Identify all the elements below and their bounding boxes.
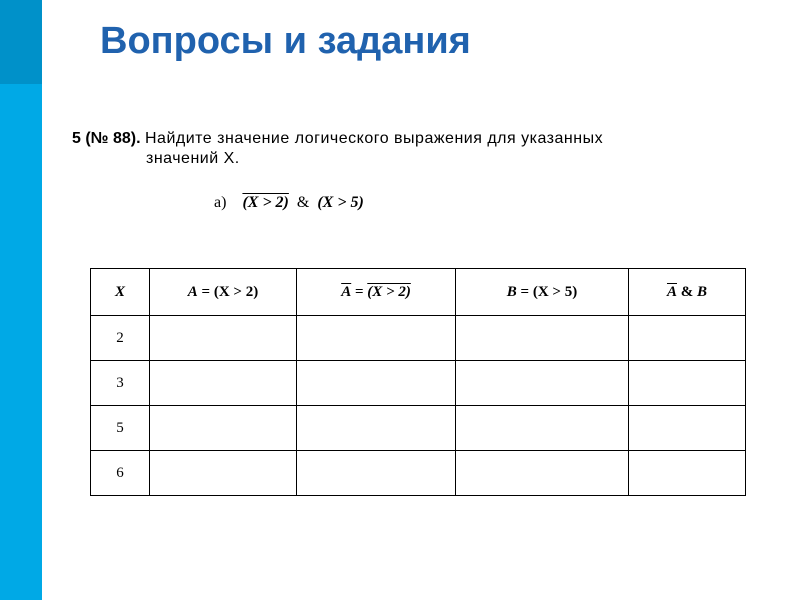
col-header-a: A = (X > 2) (150, 269, 297, 316)
cell-empty (150, 451, 297, 496)
cell-empty (629, 451, 746, 496)
accent-stripe-dark (0, 0, 42, 84)
task-number: 5 (№ 88). (72, 130, 141, 147)
cell-empty (150, 316, 297, 361)
task-text-line2: значений X. (146, 150, 752, 168)
cell-empty (297, 406, 456, 451)
cell-x: 6 (91, 451, 150, 496)
expr-amp: & (297, 194, 309, 211)
expr-overline: (X > 2) (242, 194, 288, 211)
accent-stripe (0, 0, 42, 600)
task-text-line1: Найдите значение логического выражения д… (145, 130, 603, 147)
cell-empty (629, 406, 746, 451)
table-row: 3 (91, 361, 746, 406)
cell-empty (297, 361, 456, 406)
cell-x: 5 (91, 406, 150, 451)
cell-empty (629, 316, 746, 361)
cell-empty (297, 451, 456, 496)
cell-empty (297, 316, 456, 361)
cell-empty (456, 361, 629, 406)
expr-label: a) (214, 194, 226, 211)
table-row: 5 (91, 406, 746, 451)
col-header-not-a: A = (X > 2) (297, 269, 456, 316)
cell-empty (150, 406, 297, 451)
table-row: 6 (91, 451, 746, 496)
cell-x: 2 (91, 316, 150, 361)
col-header-b: B = (X > 5) (456, 269, 629, 316)
col-header-x: X (91, 269, 150, 316)
table-header-row: X A = (X > 2) A = (X > 2) B = (X > 5) A … (91, 269, 746, 316)
cell-empty (456, 451, 629, 496)
page-title: Вопросы и задания (100, 20, 471, 63)
col-header-result: A & B (629, 269, 746, 316)
cell-empty (150, 361, 297, 406)
expr-tail: (X > 5) (317, 194, 363, 211)
task-block: 5 (№ 88). Найдите значение логического в… (72, 130, 752, 212)
task-expression: a) (X > 2) & (X > 5) (214, 194, 752, 212)
cell-empty (456, 406, 629, 451)
cell-empty (629, 361, 746, 406)
truth-table: X A = (X > 2) A = (X > 2) B = (X > 5) A … (90, 268, 730, 496)
cell-x: 3 (91, 361, 150, 406)
cell-empty (456, 316, 629, 361)
table-row: 2 (91, 316, 746, 361)
